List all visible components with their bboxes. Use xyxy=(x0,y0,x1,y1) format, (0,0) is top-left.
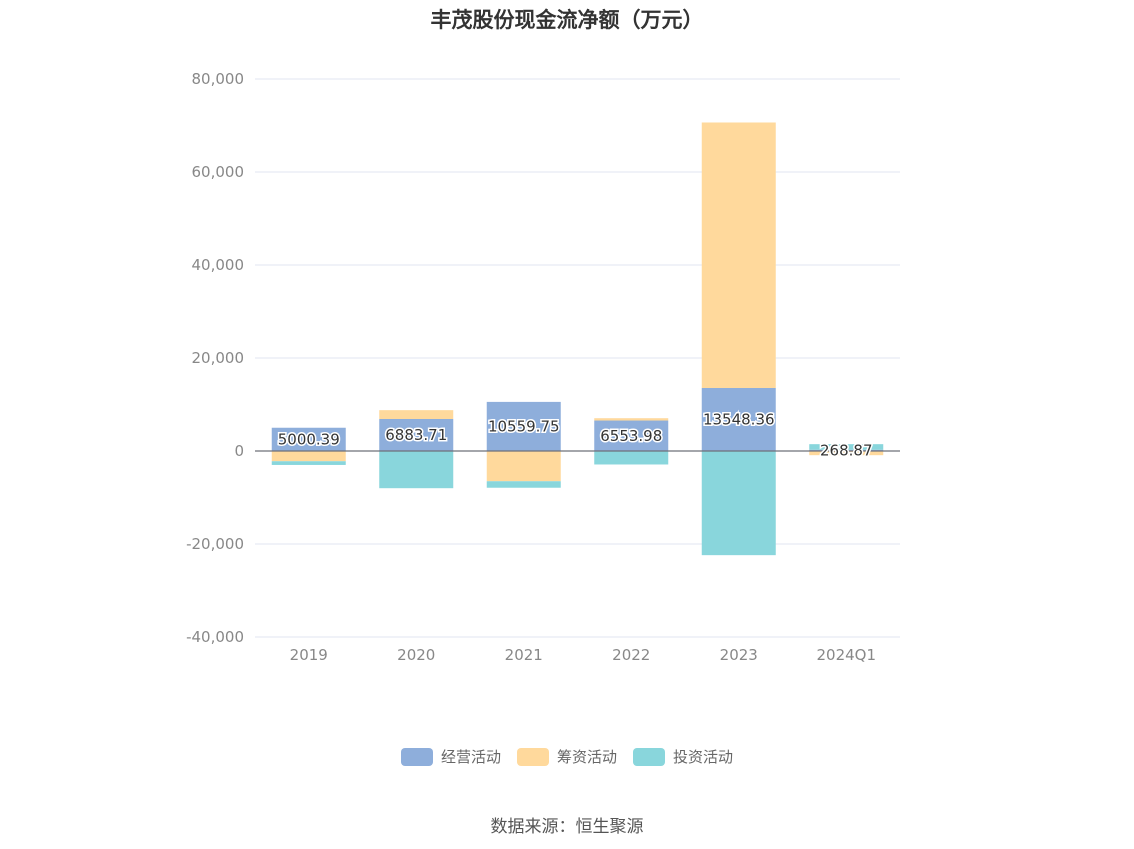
legend-swatch xyxy=(516,747,549,766)
bar-layer xyxy=(271,122,884,556)
x-tick-label: 2022 xyxy=(612,646,650,664)
axis-label-layer: 80,000 60,000 40,000 20,000 0 -20,000 -40,000 2… xyxy=(186,70,876,664)
legend-label: 筹资活动 xyxy=(556,748,617,766)
legend-item[interactable]: 筹资活动 xyxy=(516,746,617,767)
legend-item[interactable]: 投资活动 xyxy=(633,746,733,767)
data-label-layer: 5000.39 6883.71 10559.75 6553.98 13548.36 268… xyxy=(276,409,874,461)
data-label: 5000.39 xyxy=(278,430,340,448)
y-tick-label: 60,000 xyxy=(192,163,245,181)
legend: 经营活动 筹资活动 投资活动 xyxy=(0,746,1134,767)
y-tick-label: 20,000 xyxy=(192,349,245,367)
source-note: 数据来源：恒生聚源 xyxy=(490,817,644,837)
data-label: 6553.98 xyxy=(600,427,662,445)
bar-segment[interactable] xyxy=(379,451,454,489)
bar-segment[interactable] xyxy=(594,418,669,421)
bar-segment[interactable] xyxy=(379,410,454,419)
data-label: 10559.75 xyxy=(488,417,560,435)
bar-segment[interactable] xyxy=(594,451,669,465)
bar-segment[interactable] xyxy=(594,420,669,451)
y-tick-label: 80,000 xyxy=(192,70,245,88)
bar-segment[interactable] xyxy=(379,418,454,451)
legend-label: 投资活动 xyxy=(673,748,734,766)
y-tick-label: 0 xyxy=(234,442,244,460)
chart-title: 丰茂股份现金流净额（万元） xyxy=(430,8,704,32)
legend-item[interactable]: 经营活动 xyxy=(400,746,501,767)
legend-label: 经营活动 xyxy=(440,748,501,766)
x-tick-label: 2021 xyxy=(505,646,543,664)
data-label: 6883.71 xyxy=(385,426,447,444)
x-tick-label: 2023 xyxy=(720,646,758,664)
y-tick-label: 40,000 xyxy=(192,256,245,274)
bar-segment[interactable] xyxy=(701,451,776,556)
x-tick-label: 2024Q1 xyxy=(816,646,876,664)
data-label: 13548.36 xyxy=(703,411,775,429)
legend-swatch xyxy=(633,747,665,766)
bar-segment[interactable] xyxy=(809,449,884,451)
grid-layer xyxy=(255,78,900,638)
bar-segment[interactable] xyxy=(271,427,346,451)
y-tick-label: -40,000 xyxy=(186,628,244,646)
legend-swatch xyxy=(400,747,433,766)
x-tick-label: 2019 xyxy=(290,646,328,664)
bar-segment[interactable] xyxy=(701,388,776,451)
x-tick-label: 2020 xyxy=(397,646,435,664)
bar-segment[interactable] xyxy=(809,451,884,456)
bar-segment[interactable] xyxy=(701,122,776,389)
data-label: 268.87 xyxy=(820,441,873,459)
bar-segment[interactable] xyxy=(486,481,561,488)
bar-segment[interactable] xyxy=(486,401,561,451)
bar-segment[interactable] xyxy=(271,461,346,465)
bar-segment[interactable] xyxy=(486,451,561,482)
bar-segment[interactable] xyxy=(809,444,884,450)
y-tick-label: -20,000 xyxy=(186,535,244,553)
bar-segment[interactable] xyxy=(271,451,346,462)
